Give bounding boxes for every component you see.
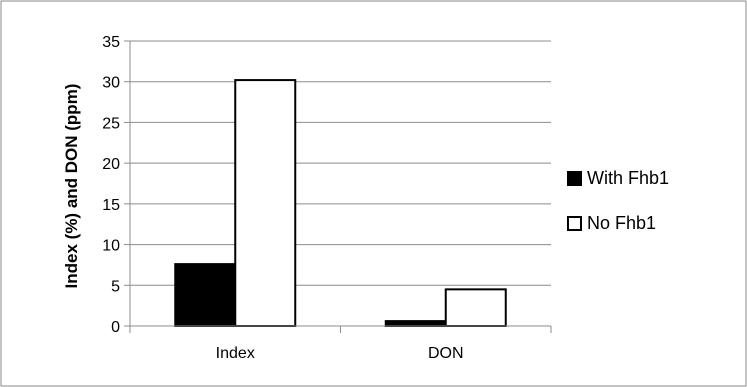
axes: [124, 40, 552, 333]
y-tick-label: 20: [102, 156, 120, 173]
x-tick-labels: Index DON: [216, 345, 464, 362]
legend-label: No Fhb1: [587, 213, 656, 233]
y-tick-label: 25: [102, 115, 120, 132]
bar-no-fhb1-index: [234, 79, 297, 328]
x-tick-label: DON: [428, 345, 464, 362]
y-tick-label: 30: [102, 75, 120, 92]
bar-with-fhb1-don: [384, 320, 447, 328]
bars: [174, 79, 507, 328]
y-tick-label: 0: [111, 319, 120, 336]
y-axis-title: Index (%) and DON (ppm): [62, 84, 81, 289]
y-tick-labels: 0 5 10 15 20 25 30 35: [102, 34, 120, 336]
x-tick-label: Index: [216, 345, 255, 362]
bar-with-fhb1-index: [174, 263, 237, 328]
bar-no-fhb1-don: [444, 288, 507, 328]
legend: With Fhb1 No Fhb1: [567, 168, 669, 233]
legend-swatch: [567, 171, 582, 186]
y-tick-label: 15: [102, 197, 120, 214]
legend-swatch: [567, 216, 582, 231]
y-tick-label: 35: [102, 34, 120, 51]
legend-label: With Fhb1: [587, 168, 669, 188]
y-tick-label: 10: [102, 238, 120, 255]
y-tick-label: 5: [111, 278, 120, 295]
